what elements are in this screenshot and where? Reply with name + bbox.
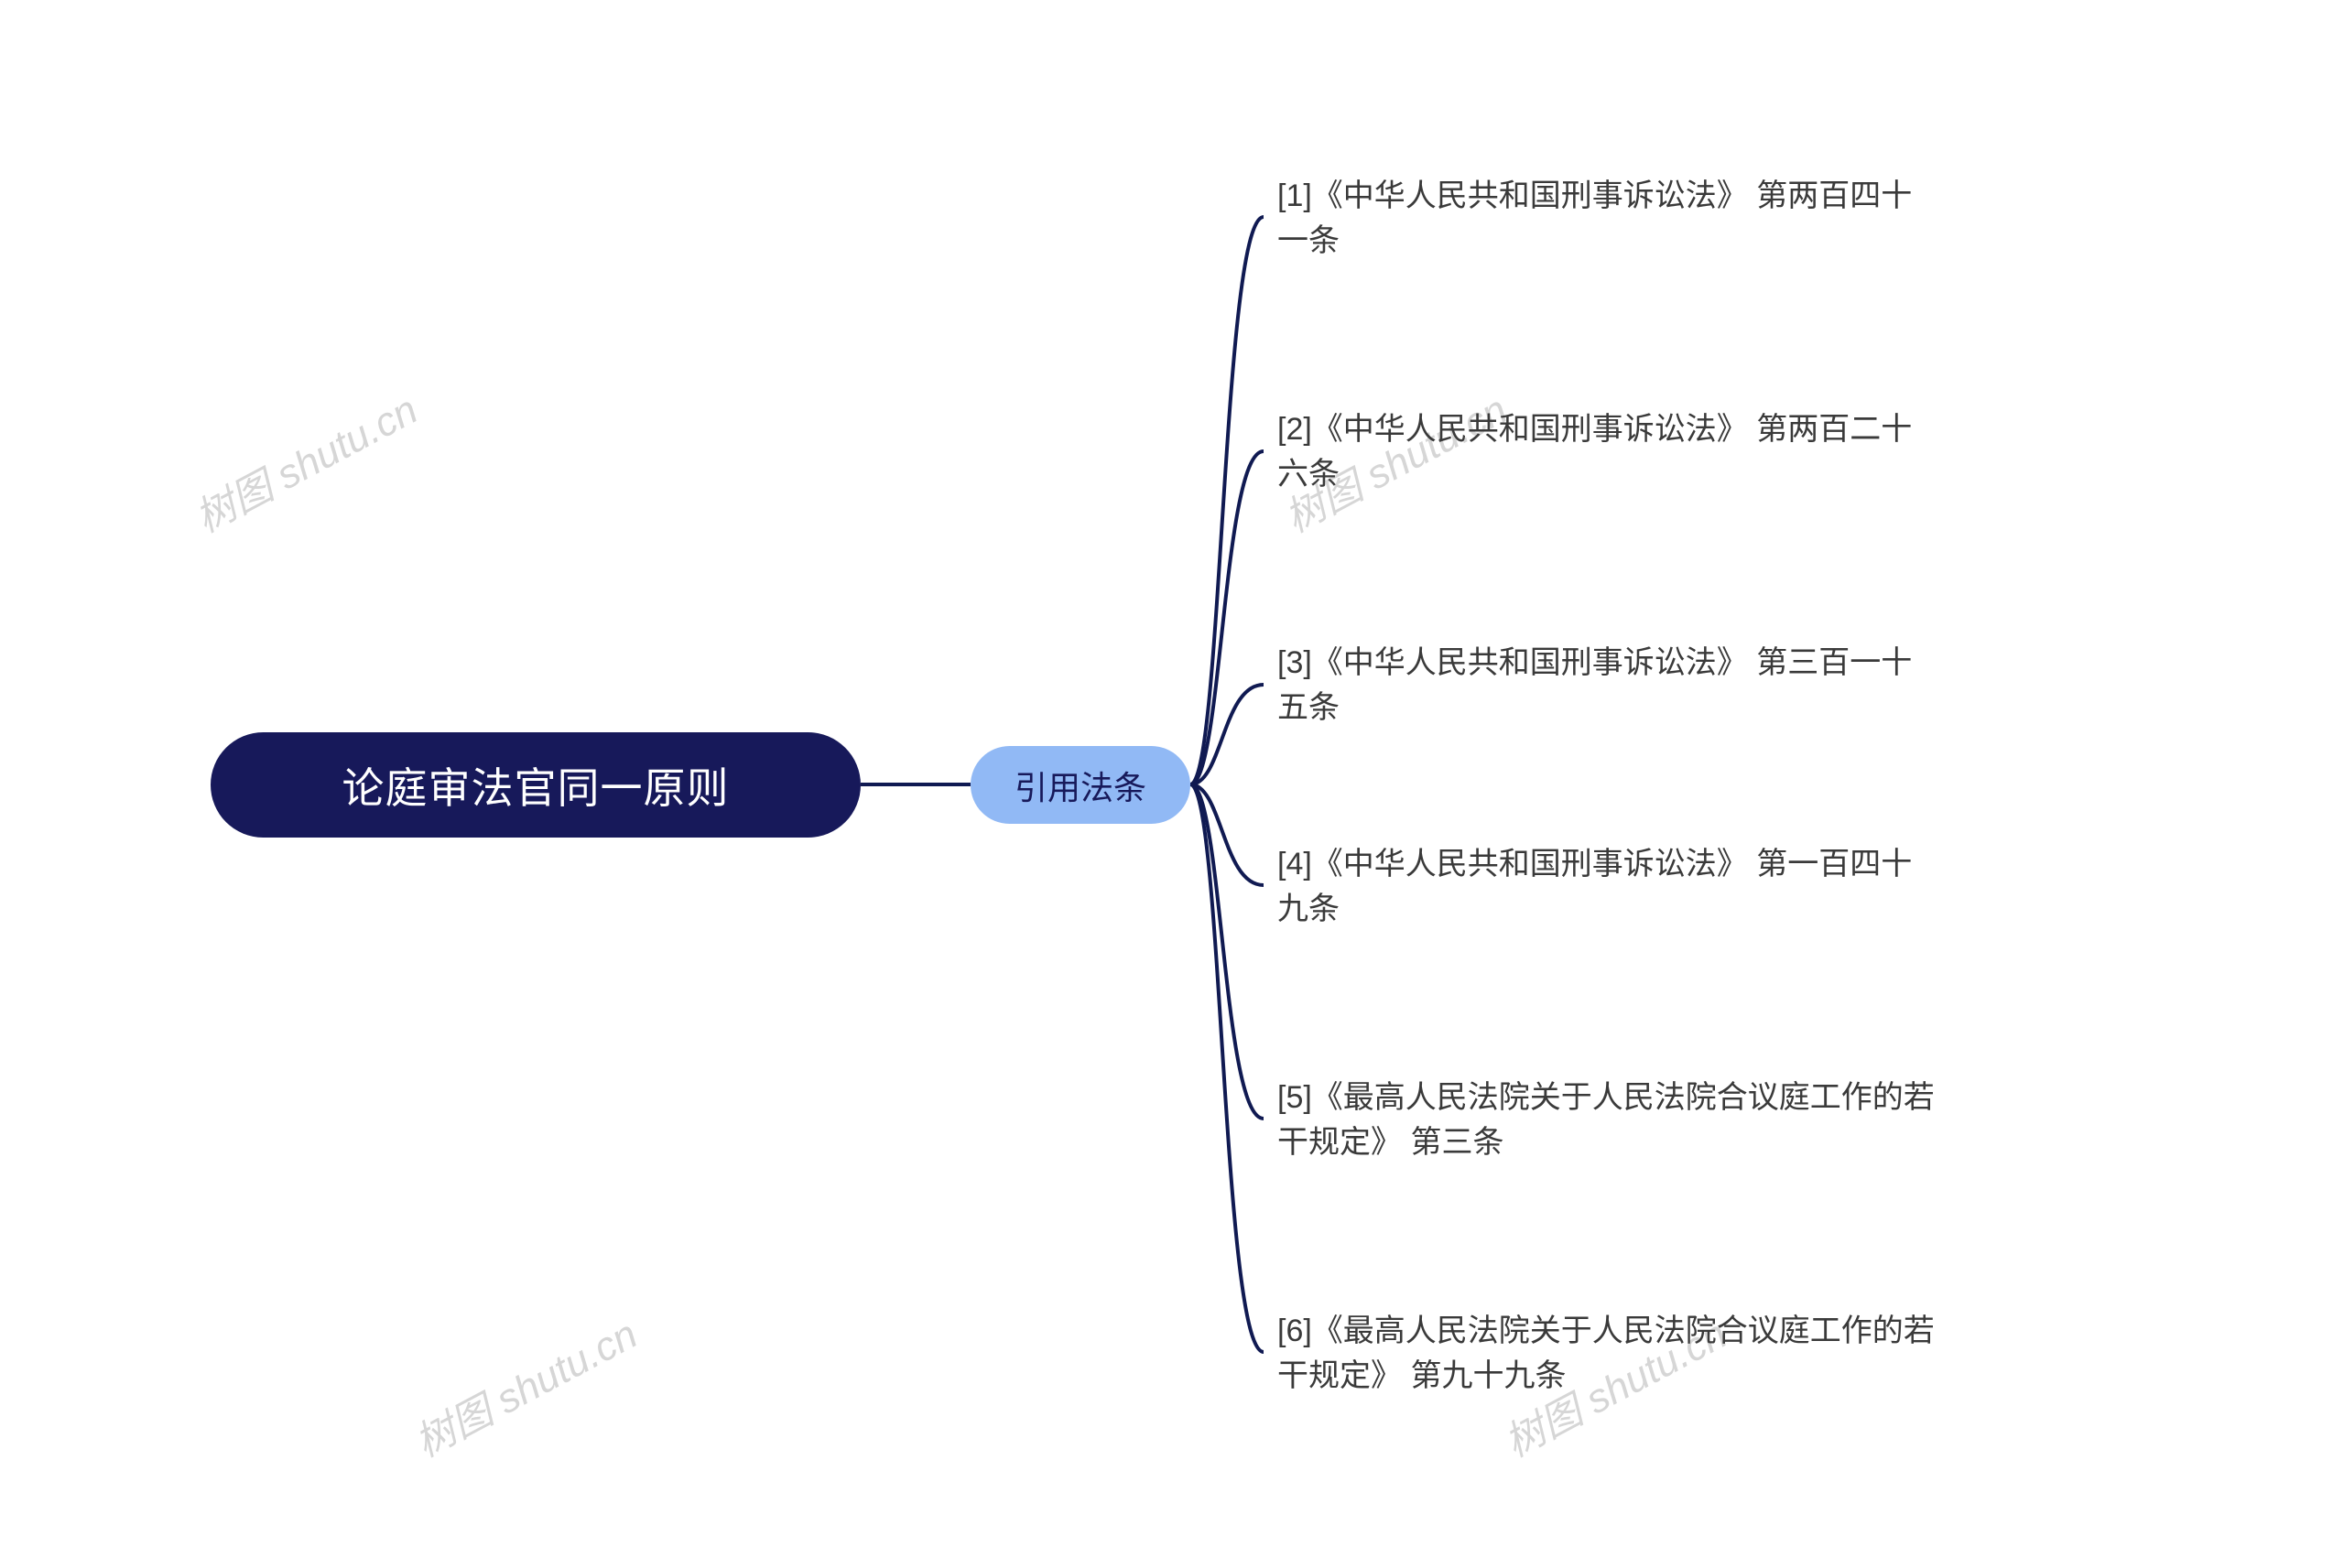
watermark: 树图 shutu.cn — [403, 1302, 646, 1468]
leaf-citation[interactable]: [2]《中华人民共和国刑事诉讼法》 第两百二十六条 — [1277, 407, 1937, 498]
leaf-citation[interactable]: [3]《中华人民共和国刑事诉讼法》 第三百一十五条 — [1277, 641, 1937, 731]
mindmap-canvas: 树图 shutu.cn 树图 shutu.cn 树图 shutu.cn 树图 s… — [0, 0, 2344, 1568]
leaf-citation[interactable]: [5]《最高人民法院关于人民法院合议庭工作的若干规定》 第三条 — [1277, 1076, 1937, 1166]
leaf-citation[interactable]: [1]《中华人民共和国刑事诉讼法》 第两百四十一条 — [1277, 174, 1937, 265]
watermark: 树图 shutu.cn — [183, 377, 426, 544]
root-node[interactable]: 论庭审法官同一原则 — [211, 732, 861, 838]
leaf-citation[interactable]: [6]《最高人民法院关于人民法院合议庭工作的若干规定》 第九十九条 — [1277, 1309, 1937, 1400]
leaf-citation[interactable]: [4]《中华人民共和国刑事诉讼法》 第一百四十九条 — [1277, 842, 1937, 933]
branch-node-citations[interactable]: 引用法条 — [971, 746, 1190, 824]
